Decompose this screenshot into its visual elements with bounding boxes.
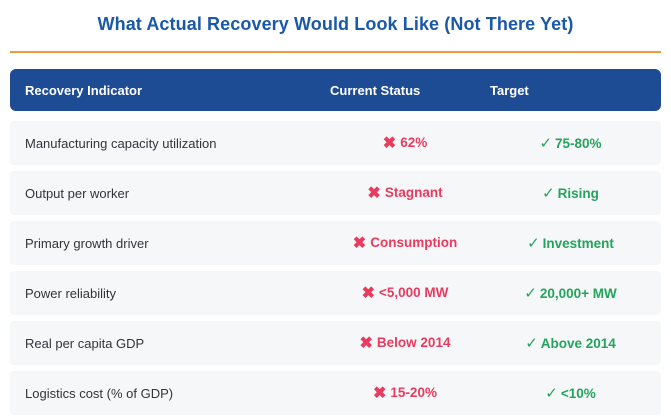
target-value: 75-80% xyxy=(555,135,602,151)
check-icon: ✓ xyxy=(525,334,538,352)
current-status-value: 62% xyxy=(400,135,428,150)
current-status-cell: ✖ 62% xyxy=(330,133,480,153)
target-value: Above 2014 xyxy=(540,335,616,351)
header-current-status: Current Status xyxy=(330,82,421,98)
current-status-value: <5,000 MW xyxy=(379,285,449,300)
target-value: Rising xyxy=(557,185,599,201)
target-cell: ✓ 75-80% xyxy=(480,134,661,153)
target-cell: ✓ Investment xyxy=(480,234,661,253)
target-cell: ✓ Above 2014 xyxy=(480,334,661,353)
page-title: What Actual Recovery Would Look Like (No… xyxy=(97,14,574,34)
cross-icon: ✖ xyxy=(361,285,375,302)
current-status-value: 15-20% xyxy=(390,385,437,400)
current-status-cell: ✖ Consumption xyxy=(330,233,480,253)
accent-divider xyxy=(10,51,661,53)
indicator-cell: Power reliability xyxy=(25,285,117,301)
table-row: Logistics cost (% of GDP) ✖ 15-20% ✓ <10% xyxy=(10,371,661,415)
current-status-cell: ✖ Stagnant xyxy=(330,183,480,203)
check-icon: ✓ xyxy=(527,234,540,252)
indicator-cell: Primary growth driver xyxy=(25,235,149,251)
indicator-cell: Logistics cost (% of GDP) xyxy=(25,385,174,401)
current-status-value: Consumption xyxy=(370,235,458,250)
target-value: 20,000+ MW xyxy=(539,285,617,301)
check-icon: ✓ xyxy=(539,134,553,152)
check-icon: ✓ xyxy=(542,184,555,202)
cross-icon: ✖ xyxy=(373,385,387,402)
target-cell: ✓ <10% xyxy=(480,384,661,403)
check-icon: ✓ xyxy=(524,284,537,302)
target-value: Investment xyxy=(542,235,614,251)
recovery-table: Recovery Indicator Current Status Target… xyxy=(10,69,661,415)
table-row: Real per capita GDP ✖ Below 2014 ✓ Above 2… xyxy=(10,321,661,365)
current-status-value: Below 2014 xyxy=(376,335,451,350)
cross-icon: ✖ xyxy=(382,135,397,152)
header-target: Target xyxy=(490,82,529,98)
current-status-cell: ✖ <5,000 MW xyxy=(330,283,480,303)
target-cell: ✓ Rising xyxy=(480,184,661,203)
table-row: Power reliability ✖ <5,000 MW ✓ 20,000+ MW xyxy=(10,271,661,315)
current-status-cell: ✖ 15-20% xyxy=(330,383,480,403)
cross-icon: ✖ xyxy=(352,235,367,252)
header-recovery-indicator: Recovery Indicator xyxy=(25,82,143,98)
table-row: Manufacturing capacity utilization ✖ 62% … xyxy=(10,121,661,165)
cross-icon: ✖ xyxy=(359,335,373,352)
target-value: <10% xyxy=(560,385,596,401)
table-header-row: Recovery Indicator Current Status Target xyxy=(10,69,661,111)
table-row: Output per worker ✖ Stagnant ✓ Rising xyxy=(10,171,661,215)
table-row: Primary growth driver ✖ Consumption ✓ Inve… xyxy=(10,221,661,265)
check-icon: ✓ xyxy=(545,384,558,402)
cross-icon: ✖ xyxy=(367,185,381,202)
indicator-cell: Manufacturing capacity utilization xyxy=(25,135,217,151)
indicator-cell: Output per worker xyxy=(25,185,130,201)
current-status-cell: ✖ Below 2014 xyxy=(330,333,480,353)
indicator-cell: Real per capita GDP xyxy=(25,335,145,351)
target-cell: ✓ 20,000+ MW xyxy=(480,284,661,303)
current-status-value: Stagnant xyxy=(384,185,443,200)
